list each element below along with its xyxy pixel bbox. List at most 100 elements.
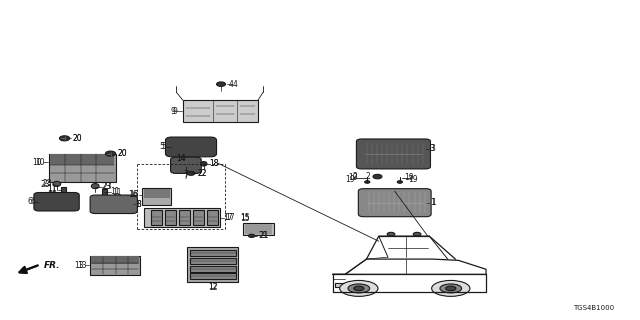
Ellipse shape (340, 280, 378, 296)
Bar (182, 100, 258, 123)
Text: 3: 3 (429, 144, 434, 154)
Text: 4: 4 (232, 80, 237, 89)
Text: 19: 19 (349, 173, 358, 182)
Ellipse shape (248, 234, 255, 237)
Bar (335, 283, 349, 287)
Text: 1: 1 (431, 198, 436, 207)
Bar (151, 210, 163, 225)
Bar (143, 188, 172, 205)
FancyBboxPatch shape (358, 189, 431, 217)
Ellipse shape (60, 136, 70, 141)
Text: 11: 11 (111, 187, 120, 196)
Text: 16: 16 (129, 190, 139, 199)
Text: 20: 20 (73, 134, 83, 143)
Text: 11: 11 (47, 186, 56, 195)
Text: 6: 6 (30, 197, 35, 206)
Ellipse shape (431, 280, 470, 296)
Text: 13: 13 (74, 261, 84, 270)
Ellipse shape (397, 181, 403, 183)
Text: 12: 12 (208, 282, 218, 291)
Text: 10: 10 (33, 158, 42, 167)
Text: 17: 17 (225, 213, 234, 222)
Text: 12: 12 (208, 283, 218, 292)
Text: 18: 18 (209, 159, 218, 168)
Bar (189, 258, 236, 264)
Ellipse shape (53, 181, 61, 187)
Text: 18: 18 (209, 159, 218, 168)
Bar (193, 210, 204, 225)
Ellipse shape (216, 82, 225, 86)
Ellipse shape (373, 174, 382, 179)
Text: FR.: FR. (44, 261, 61, 270)
FancyBboxPatch shape (166, 137, 216, 157)
Bar (165, 210, 176, 225)
Text: 21: 21 (258, 231, 268, 240)
Text: 10: 10 (35, 158, 45, 167)
FancyArrowPatch shape (20, 266, 38, 273)
Text: 19: 19 (346, 175, 355, 184)
Bar (179, 210, 190, 225)
Text: 1: 1 (430, 198, 435, 207)
Bar (50, 154, 115, 165)
Text: 15: 15 (240, 213, 250, 222)
Text: 22: 22 (197, 169, 207, 178)
Bar (243, 223, 274, 235)
Text: 2: 2 (365, 172, 370, 181)
FancyBboxPatch shape (356, 139, 431, 169)
Text: 6: 6 (28, 197, 33, 206)
Text: 9: 9 (173, 107, 177, 116)
Text: 16: 16 (128, 190, 138, 199)
Text: 2: 2 (352, 172, 357, 181)
Bar (245, 224, 272, 234)
Bar (92, 256, 139, 264)
Bar (189, 266, 236, 271)
Text: 13: 13 (77, 261, 87, 270)
Ellipse shape (92, 184, 99, 189)
Bar (189, 273, 236, 279)
Text: 21: 21 (259, 231, 269, 240)
Text: 5: 5 (159, 142, 164, 151)
Bar (102, 189, 107, 195)
Text: 14: 14 (176, 154, 186, 163)
Text: 19: 19 (404, 173, 414, 182)
Text: 8: 8 (136, 200, 141, 209)
Bar (187, 247, 238, 282)
Text: 23: 23 (41, 180, 51, 189)
Ellipse shape (187, 172, 195, 175)
FancyBboxPatch shape (171, 157, 201, 173)
Ellipse shape (445, 286, 456, 291)
Text: 19: 19 (408, 175, 418, 184)
Ellipse shape (348, 284, 370, 293)
Bar (49, 154, 116, 182)
Ellipse shape (365, 181, 370, 183)
Bar (189, 251, 236, 256)
Ellipse shape (354, 286, 364, 291)
Text: 4: 4 (228, 80, 234, 89)
Text: 23: 23 (42, 180, 52, 188)
Text: 23: 23 (103, 182, 113, 191)
Bar (61, 187, 66, 193)
Text: 3: 3 (431, 144, 435, 154)
Text: 11: 11 (47, 184, 57, 193)
Text: 22: 22 (197, 169, 207, 178)
Text: 15: 15 (240, 214, 250, 223)
Text: 8: 8 (136, 200, 141, 209)
Text: 11: 11 (112, 188, 122, 197)
Ellipse shape (387, 232, 395, 236)
Text: 7: 7 (184, 172, 188, 181)
Bar (145, 208, 220, 227)
Bar (144, 188, 170, 198)
Bar (90, 256, 140, 275)
Text: 14: 14 (176, 154, 186, 163)
Text: 7: 7 (184, 170, 188, 179)
Text: 20: 20 (72, 134, 82, 143)
Text: 20: 20 (118, 149, 127, 158)
Text: 9: 9 (170, 107, 175, 116)
FancyBboxPatch shape (90, 195, 138, 213)
Text: TGS4B1000: TGS4B1000 (573, 305, 614, 311)
Text: 20: 20 (118, 149, 127, 158)
Text: 23: 23 (102, 182, 111, 191)
Text: 17: 17 (223, 213, 233, 222)
FancyBboxPatch shape (34, 193, 79, 211)
Ellipse shape (440, 284, 461, 293)
